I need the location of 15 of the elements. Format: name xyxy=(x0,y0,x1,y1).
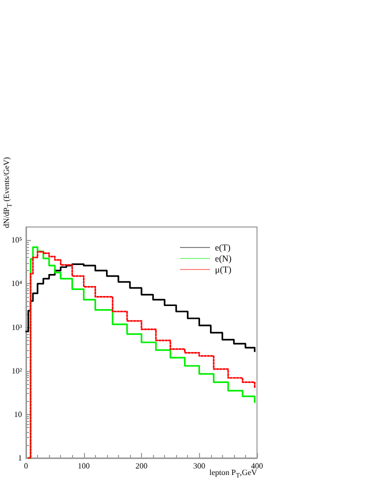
y-tick-label: 1 xyxy=(18,454,22,462)
x-tick-label: 300 xyxy=(193,462,206,470)
x-tick-label: 200 xyxy=(136,462,148,470)
x-tick-label: 0 xyxy=(24,462,28,470)
legend-label: e(N) xyxy=(215,254,232,264)
y-tick-label: 10⁵ xyxy=(11,236,22,245)
y-tick-label: 10⁴ xyxy=(11,279,22,288)
y-tick-label: 10 xyxy=(14,410,22,419)
legend-label: μ(T) xyxy=(215,264,232,274)
x-tick-label: 100 xyxy=(78,462,90,470)
x-axis-title: lepton P$_{T}$,GeV xyxy=(209,468,257,482)
x-tick-label: 400 xyxy=(251,462,263,470)
y-tick-label: 10² xyxy=(12,366,23,376)
y-tick-label: 10³ xyxy=(12,322,23,332)
legend-label: e(T) xyxy=(215,242,230,252)
